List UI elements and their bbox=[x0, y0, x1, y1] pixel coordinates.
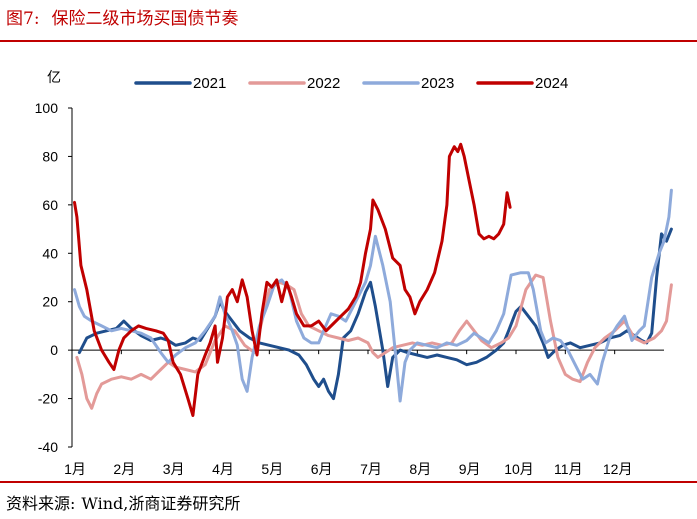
y-tick-label: -40 bbox=[38, 439, 58, 455]
series-line-2023 bbox=[73, 188, 673, 403]
series-line-2022 bbox=[75, 273, 673, 410]
x-tick-label: 3月 bbox=[163, 461, 185, 477]
y-tick-label: 40 bbox=[42, 245, 58, 261]
figure-title-text: 保险二级市场买国债节奏 bbox=[51, 9, 239, 29]
source-label: 资料来源: bbox=[6, 494, 76, 513]
y-tick-label: 60 bbox=[42, 197, 58, 213]
x-tick-label: 10月 bbox=[504, 461, 534, 477]
y-axis-unit: 亿 bbox=[47, 69, 61, 85]
y-tick-label: 100 bbox=[35, 100, 59, 116]
legend-label-2023: 2023 bbox=[421, 75, 454, 92]
figure-number: 图7: bbox=[6, 9, 40, 29]
x-tick-label: 4月 bbox=[212, 461, 234, 477]
y-tick-label: 80 bbox=[42, 148, 58, 164]
x-tick-label: 2月 bbox=[113, 461, 135, 477]
legend-label-2024: 2024 bbox=[535, 75, 568, 92]
legend-label-2022: 2022 bbox=[307, 75, 340, 92]
series-line-2021 bbox=[77, 227, 673, 401]
bottom-rule bbox=[0, 481, 697, 483]
y-tick-label: 20 bbox=[42, 294, 58, 310]
y-tick-label: -20 bbox=[38, 391, 58, 407]
x-tick-label: 5月 bbox=[261, 461, 283, 477]
x-tick-label: 8月 bbox=[409, 461, 431, 477]
x-tick-label: 11月 bbox=[554, 461, 583, 477]
y-tick-label: 0 bbox=[50, 342, 58, 358]
x-tick-label: 7月 bbox=[360, 461, 382, 477]
source-note: 资料来源: Wind,浙商证券研究所 bbox=[6, 490, 246, 514]
source-text: Wind,浙商证券研究所 bbox=[81, 494, 241, 513]
figure-title: 图7: 保险二级市场买国债节奏 bbox=[6, 4, 239, 29]
x-tick-label: 12月 bbox=[603, 461, 633, 477]
top-rule bbox=[0, 40, 697, 42]
x-tick-label: 1月 bbox=[64, 461, 86, 477]
x-tick-label: 6月 bbox=[311, 461, 333, 477]
x-tick-label: 9月 bbox=[459, 461, 481, 477]
legend-label-2021: 2021 bbox=[193, 75, 226, 92]
series-line-2024 bbox=[73, 142, 512, 417]
